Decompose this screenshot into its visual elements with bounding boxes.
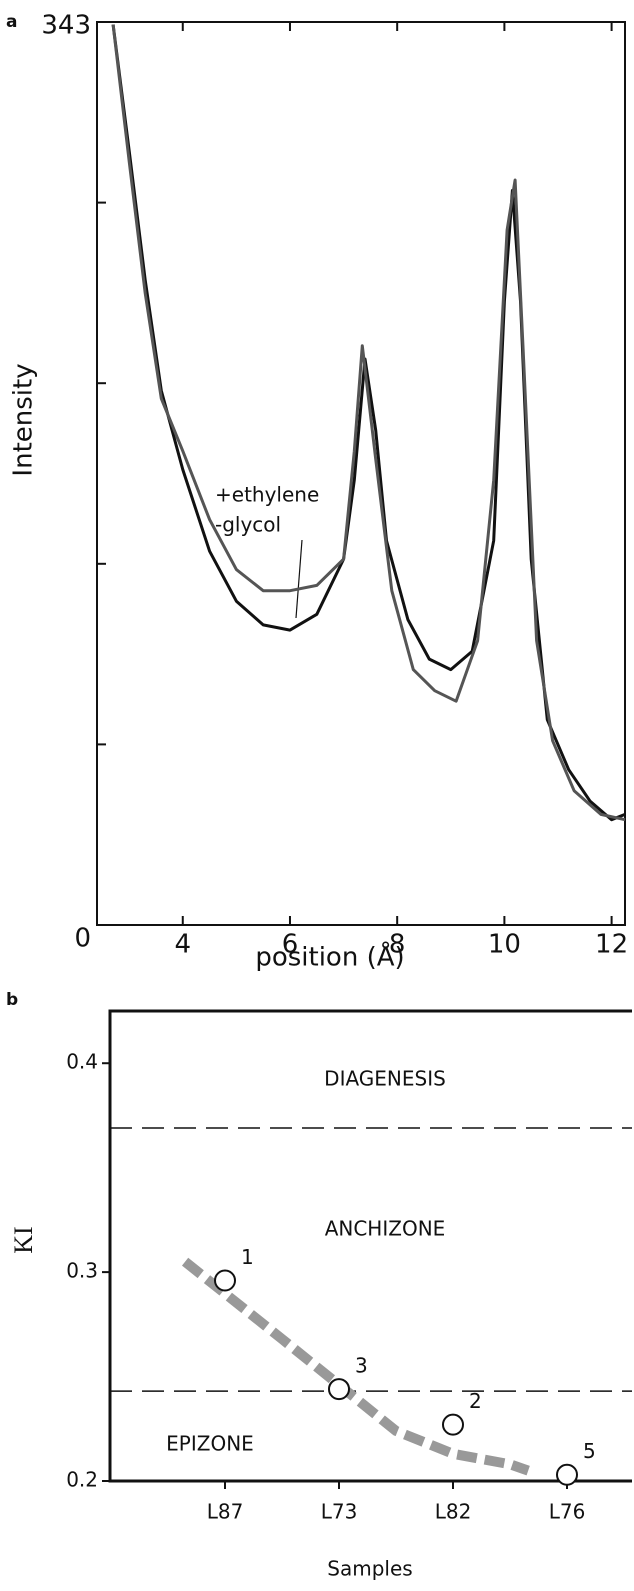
x-axis-label: position (Å) xyxy=(255,941,404,973)
point-label: 3 xyxy=(355,1354,368,1378)
plot-frame xyxy=(96,21,626,926)
x-axis-label: Samples xyxy=(327,1557,412,1581)
x-tick-label: 8 xyxy=(389,930,406,960)
point-label: 1 xyxy=(241,1245,254,1269)
x-tick-label: 6 xyxy=(282,930,299,960)
x-tick-label: 4 xyxy=(174,930,191,960)
x-tick-label: 10 xyxy=(488,930,521,960)
point-label: 5 xyxy=(583,1439,596,1463)
data-point xyxy=(214,1269,236,1292)
y-tick-label: 0.2 xyxy=(66,1468,98,1492)
x-tick-label: L87 xyxy=(207,1500,244,1524)
panel-label: a xyxy=(6,12,17,32)
annotation-leader xyxy=(295,539,303,619)
zone-label: EPIZONE xyxy=(166,1432,254,1456)
x-tick-label: L73 xyxy=(321,1500,358,1524)
data-line xyxy=(111,24,626,822)
annotation: +ethylene xyxy=(215,483,319,507)
data-line xyxy=(111,24,626,822)
trend-line xyxy=(181,1257,530,1476)
zone-label: ANCHIZONE xyxy=(325,1217,446,1241)
x-tick-label: 12 xyxy=(595,930,628,960)
y-tick-label: 0.4 xyxy=(66,1050,98,1074)
panel-label: b xyxy=(6,990,18,1010)
data-point xyxy=(328,1378,350,1401)
y-tick-label: 0.3 xyxy=(66,1259,98,1283)
y-tick-label: 343 xyxy=(41,11,91,41)
x-tick-label: L82 xyxy=(435,1500,472,1524)
y-tick-label: 0 xyxy=(74,924,91,954)
x-tick-label: L76 xyxy=(549,1500,586,1524)
y-axis-label: Intensity xyxy=(9,363,39,476)
data-point xyxy=(442,1413,464,1436)
annotation: -glycol xyxy=(215,513,281,537)
data-point xyxy=(556,1463,578,1486)
y-axis-label: KI xyxy=(9,1226,38,1253)
zone-label: DIAGENESIS xyxy=(324,1067,446,1091)
point-label: 2 xyxy=(469,1389,482,1413)
plot-frame xyxy=(108,1009,632,1483)
